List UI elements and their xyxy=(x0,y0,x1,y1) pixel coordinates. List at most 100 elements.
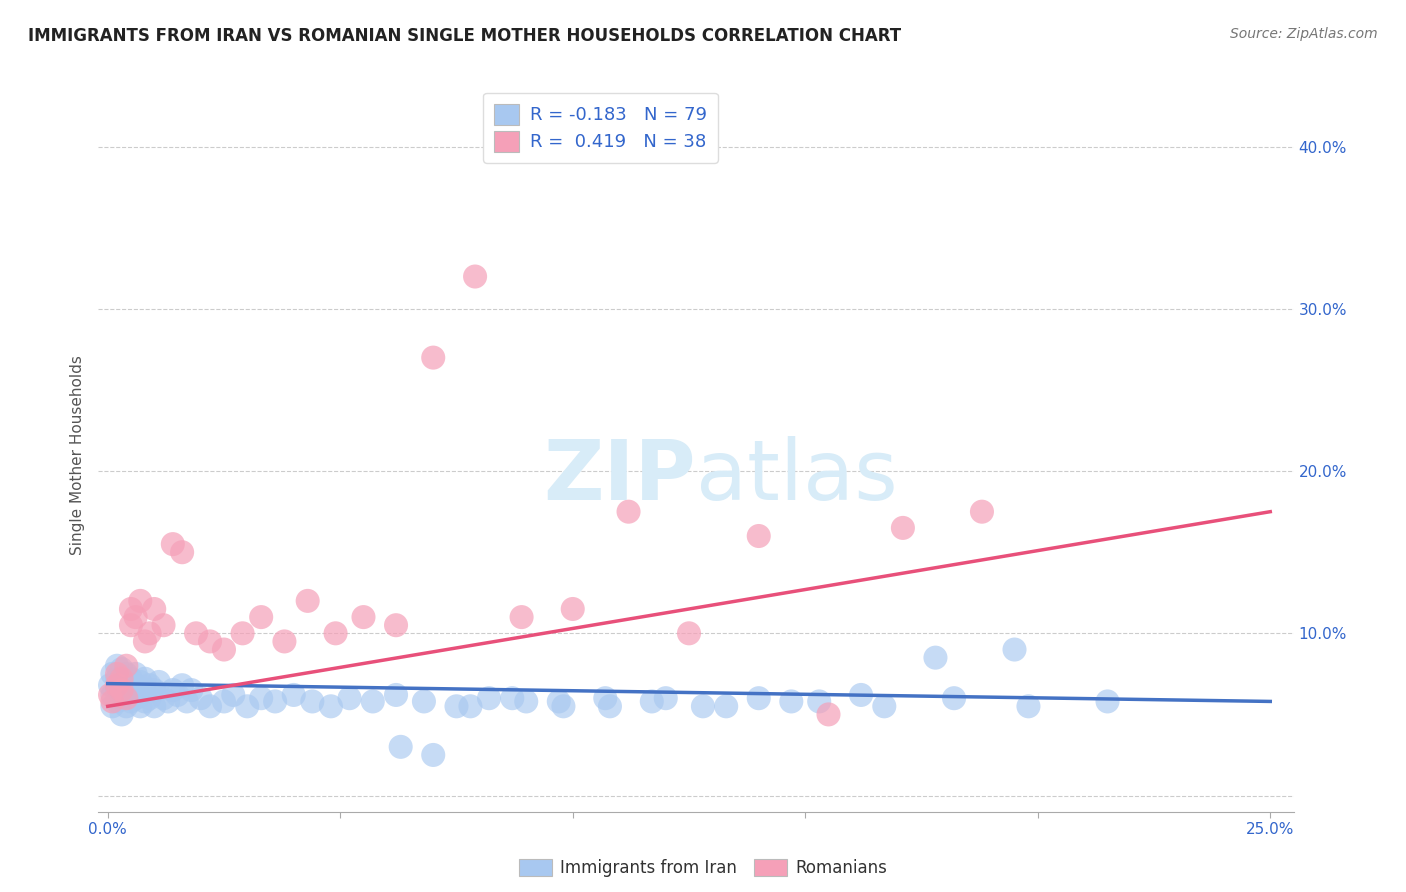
Point xyxy=(115,658,138,673)
Point xyxy=(134,672,156,686)
Point xyxy=(339,691,361,706)
Point xyxy=(561,602,583,616)
Point xyxy=(617,505,640,519)
Point xyxy=(1097,694,1119,708)
Point xyxy=(101,699,124,714)
Point xyxy=(124,678,146,692)
Point xyxy=(641,694,664,708)
Point xyxy=(115,678,138,692)
Point xyxy=(943,691,966,706)
Point xyxy=(891,521,914,535)
Point xyxy=(105,683,128,698)
Point xyxy=(101,666,124,681)
Y-axis label: Single Mother Households: Single Mother Households xyxy=(70,355,86,555)
Point xyxy=(115,688,138,702)
Point xyxy=(115,699,138,714)
Point xyxy=(501,691,523,706)
Point xyxy=(162,537,184,551)
Point xyxy=(389,739,412,754)
Point xyxy=(232,626,254,640)
Text: atlas: atlas xyxy=(696,436,897,516)
Point xyxy=(924,650,946,665)
Point xyxy=(115,691,138,706)
Point xyxy=(129,594,152,608)
Point xyxy=(970,505,993,519)
Point xyxy=(460,699,482,714)
Legend: R = -0.183   N = 79, R =  0.419   N = 38: R = -0.183 N = 79, R = 0.419 N = 38 xyxy=(484,93,717,162)
Point xyxy=(105,678,128,692)
Point xyxy=(143,683,166,698)
Point xyxy=(301,694,323,708)
Point xyxy=(325,626,347,640)
Point xyxy=(515,694,537,708)
Point xyxy=(134,683,156,698)
Point xyxy=(464,269,486,284)
Point xyxy=(120,672,142,686)
Point xyxy=(655,691,678,706)
Point xyxy=(599,699,621,714)
Point xyxy=(124,610,146,624)
Point xyxy=(115,666,138,681)
Legend: Immigrants from Iran, Romanians: Immigrants from Iran, Romanians xyxy=(512,852,894,884)
Point xyxy=(748,691,770,706)
Point xyxy=(849,688,872,702)
Point xyxy=(184,626,207,640)
Point xyxy=(264,694,287,708)
Text: Source: ZipAtlas.com: Source: ZipAtlas.com xyxy=(1230,27,1378,41)
Point xyxy=(714,699,737,714)
Point xyxy=(236,699,259,714)
Point xyxy=(385,618,408,632)
Point xyxy=(111,683,134,698)
Point xyxy=(1017,699,1039,714)
Point xyxy=(190,691,212,706)
Point xyxy=(98,688,121,702)
Point xyxy=(180,683,202,698)
Point xyxy=(157,694,180,708)
Point xyxy=(101,688,124,702)
Point xyxy=(134,634,156,648)
Point xyxy=(198,634,221,648)
Point xyxy=(780,694,803,708)
Point xyxy=(446,699,468,714)
Point xyxy=(98,678,121,692)
Point xyxy=(111,662,134,676)
Point xyxy=(129,688,152,702)
Point xyxy=(143,699,166,714)
Point xyxy=(361,694,384,708)
Point xyxy=(105,666,128,681)
Point xyxy=(138,691,160,706)
Text: ZIP: ZIP xyxy=(544,436,696,516)
Point xyxy=(143,602,166,616)
Point xyxy=(152,691,174,706)
Point xyxy=(111,707,134,722)
Point xyxy=(111,672,134,686)
Point xyxy=(1004,642,1026,657)
Point xyxy=(129,675,152,690)
Point xyxy=(120,602,142,616)
Point xyxy=(353,610,375,624)
Point xyxy=(250,610,273,624)
Point xyxy=(101,694,124,708)
Point xyxy=(212,642,235,657)
Point xyxy=(162,683,184,698)
Point xyxy=(422,351,444,365)
Point xyxy=(105,694,128,708)
Point xyxy=(510,610,533,624)
Point xyxy=(166,688,188,702)
Point xyxy=(748,529,770,543)
Point xyxy=(138,678,160,692)
Point xyxy=(176,694,198,708)
Point xyxy=(413,694,436,708)
Point xyxy=(172,678,194,692)
Point xyxy=(385,688,408,702)
Point xyxy=(283,688,305,702)
Point xyxy=(129,699,152,714)
Point xyxy=(553,699,575,714)
Point xyxy=(692,699,714,714)
Point xyxy=(817,707,839,722)
Point xyxy=(105,658,128,673)
Point xyxy=(212,694,235,708)
Point xyxy=(111,691,134,706)
Point xyxy=(105,672,128,686)
Point xyxy=(273,634,295,648)
